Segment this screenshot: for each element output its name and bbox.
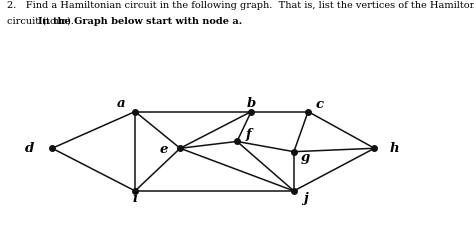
Text: a: a <box>117 97 125 110</box>
Text: i: i <box>133 192 137 205</box>
Text: e: e <box>159 143 168 156</box>
Text: h: h <box>390 142 399 155</box>
Text: c: c <box>316 98 324 111</box>
Text: g: g <box>301 151 310 164</box>
Text: 2.   Find a Hamiltonian circuit in the following graph.  That is, list the verti: 2. Find a Hamiltonian circuit in the fol… <box>7 1 474 10</box>
Text: In the Graph below start with node a.: In the Graph below start with node a. <box>38 17 242 26</box>
Text: circuit (tour).: circuit (tour). <box>7 17 80 26</box>
Text: b: b <box>246 97 256 110</box>
Text: d: d <box>25 142 34 155</box>
Text: j: j <box>303 192 308 205</box>
Text: f: f <box>246 128 252 141</box>
